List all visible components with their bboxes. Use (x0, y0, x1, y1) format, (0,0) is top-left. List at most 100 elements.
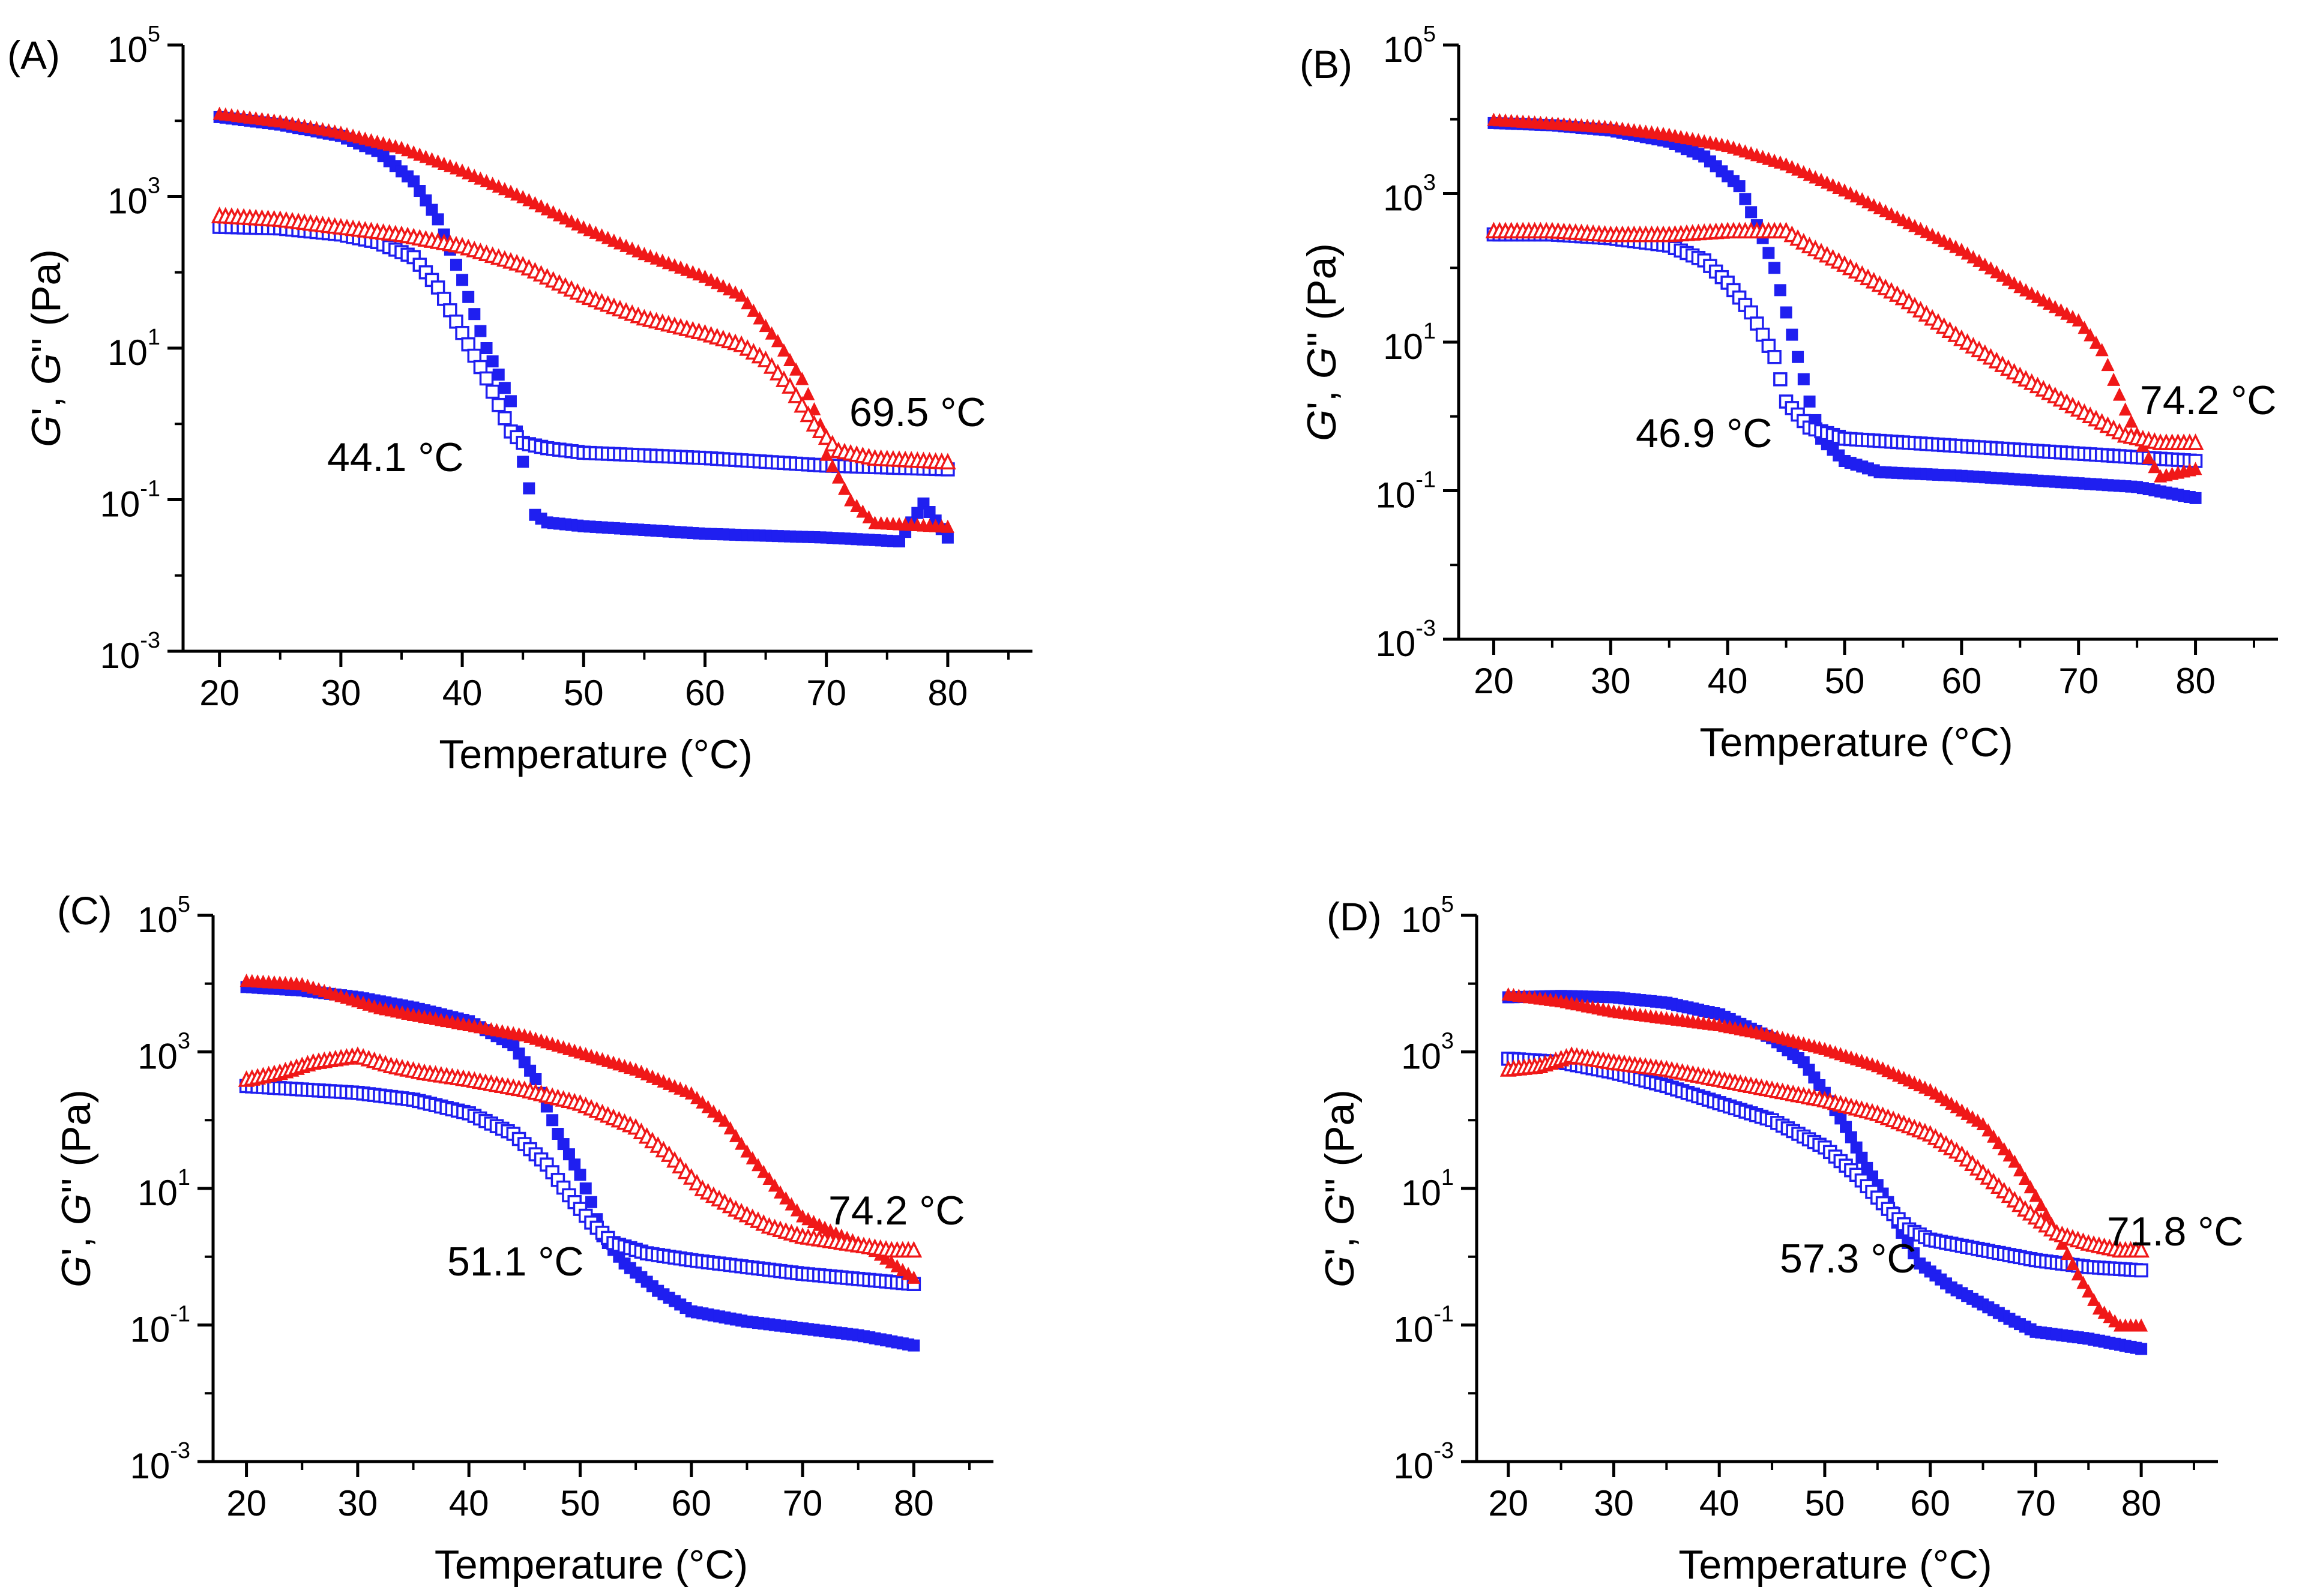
y-tick-label: 103 (1383, 170, 1436, 218)
data-point (2112, 387, 2126, 401)
data-point (790, 1203, 804, 1217)
chart-panel-c: 20 30 40 50 60 70 80 105 103 101 10-1 10-3 Temperatu… (53, 888, 993, 1588)
data-point (759, 319, 773, 333)
data-point (2034, 1198, 2048, 1212)
transition-temperature-label: 69.5 °C (849, 390, 986, 435)
x-axis-title: Temperature (°C) (439, 732, 752, 777)
data-point (825, 459, 839, 472)
data-point (2124, 414, 2138, 428)
data-point (800, 405, 817, 423)
data-point (492, 369, 505, 381)
x-tick-label: 50 (1825, 661, 1865, 701)
data-point (789, 362, 803, 376)
data-point (1792, 351, 1804, 363)
x-tick-label: 70 (783, 1483, 823, 1523)
x-tick-label: 70 (806, 673, 846, 713)
data-point (2135, 1318, 2148, 1332)
x-tick-label: 60 (1941, 661, 1981, 701)
data-point (479, 371, 494, 386)
x-tick-label: 30 (1594, 1483, 1634, 1523)
data-point (723, 1121, 737, 1135)
data-point (473, 360, 488, 375)
y-tick-label: 10-3 (1393, 1438, 1454, 1486)
x-tick-label: 80 (928, 673, 968, 713)
data-point (480, 342, 493, 354)
data-point (2002, 1148, 2016, 1162)
data-point (552, 1128, 564, 1140)
data-point (1850, 1141, 1863, 1154)
series-G-dprime-low (212, 220, 955, 477)
data-point (765, 326, 779, 340)
y-tick-label: 105 (1383, 22, 1436, 70)
data-point (2135, 1343, 2148, 1355)
x-tick-label: 30 (1591, 661, 1631, 701)
data-point (2076, 1275, 2090, 1289)
data-point (2072, 313, 2085, 327)
y-tick-label: 105 (107, 22, 160, 70)
y-axis-title: G', G'' (Pa) (53, 1089, 99, 1287)
data-point (2107, 372, 2121, 386)
series-G-dprime-low (239, 1079, 921, 1291)
data-point (1997, 1142, 2011, 1155)
data-point (579, 1182, 592, 1194)
series-G-dprime-high (1485, 221, 2204, 450)
data-point (557, 1138, 570, 1151)
data-point (1733, 180, 1746, 193)
data-point (777, 343, 791, 357)
data-point (788, 386, 804, 403)
data-point (908, 1339, 920, 1352)
y-tick-label: 10-3 (130, 1438, 190, 1486)
panel-label: (D) (1327, 894, 1382, 939)
data-point (2101, 358, 2115, 372)
data-point (735, 1136, 749, 1150)
data-point (498, 382, 511, 394)
data-point (2134, 1263, 2148, 1278)
data-point (498, 411, 512, 426)
x-tick-label: 40 (449, 1483, 489, 1523)
x-tick-label: 80 (2175, 661, 2216, 701)
data-point (568, 1158, 581, 1171)
data-point (455, 326, 469, 340)
x-axis-title: Temperature (°C) (1699, 720, 2013, 765)
transition-temperature-label: 46.9 °C (1636, 411, 1773, 456)
data-point (517, 456, 529, 468)
data-point (2118, 402, 2132, 416)
data-point (1981, 1123, 1995, 1137)
data-point (574, 1169, 586, 1181)
data-point (2013, 1163, 2027, 1176)
data-point (2029, 1188, 2043, 1202)
y-tick-label: 101 (1401, 1165, 1454, 1213)
data-point (1780, 306, 1792, 319)
data-point (856, 504, 870, 518)
data-point (474, 325, 487, 337)
x-tick-label: 40 (1699, 1483, 1740, 1523)
x-tick-label: 50 (560, 1483, 600, 1523)
data-point (467, 348, 482, 363)
series-G-dprime-high (238, 1046, 923, 1258)
series-G-prime-high (212, 106, 954, 533)
data-point (491, 397, 506, 412)
data-point (1773, 372, 1788, 387)
data-point (751, 1158, 765, 1172)
data-point (504, 395, 517, 408)
y-axis-title: G', G'' (Pa) (1299, 243, 1345, 441)
data-point (838, 481, 852, 495)
data-point (771, 334, 785, 348)
x-tick-label: 50 (564, 673, 604, 713)
y-tick-label: 105 (137, 892, 190, 940)
data-point (2148, 460, 2162, 474)
data-point (450, 259, 462, 271)
data-point (2061, 1247, 2075, 1260)
data-point (546, 1114, 559, 1127)
data-point (785, 1197, 798, 1211)
data-point (2084, 328, 2097, 342)
x-tick-label: 40 (1708, 661, 1748, 701)
data-point (2187, 433, 2204, 450)
data-point (2089, 336, 2103, 349)
x-tick-label: 60 (685, 673, 725, 713)
x-tick-label: 20 (1474, 661, 1514, 701)
data-point (905, 1241, 923, 1258)
data-point (1797, 373, 1810, 385)
y-tick-label: 10-3 (100, 628, 160, 676)
